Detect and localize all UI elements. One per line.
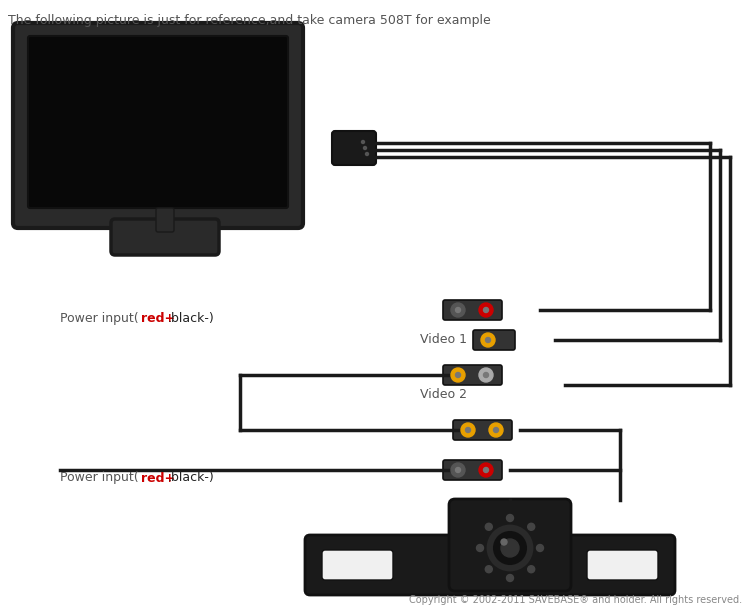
FancyBboxPatch shape [443, 460, 502, 480]
Circle shape [494, 532, 526, 564]
Circle shape [461, 423, 475, 437]
Text: .black-): .black-) [168, 472, 214, 485]
Circle shape [494, 427, 499, 432]
Circle shape [466, 427, 470, 432]
FancyBboxPatch shape [156, 208, 174, 232]
FancyBboxPatch shape [443, 365, 502, 385]
Circle shape [451, 303, 465, 317]
FancyBboxPatch shape [305, 535, 675, 595]
FancyBboxPatch shape [473, 330, 515, 350]
Text: Video 1: Video 1 [420, 333, 467, 346]
Text: red+: red+ [141, 472, 175, 485]
Circle shape [479, 463, 493, 477]
Text: Copyright © 2002-2011 SAVEBASE® and holder. All rights reserved.: Copyright © 2002-2011 SAVEBASE® and hold… [409, 595, 742, 605]
Text: .black-): .black-) [168, 312, 214, 325]
Circle shape [484, 467, 488, 472]
Text: The following picture is just for reference,and take camera 508T for example: The following picture is just for refere… [8, 14, 490, 27]
Circle shape [536, 544, 544, 552]
Circle shape [528, 566, 535, 573]
Circle shape [485, 523, 492, 530]
Circle shape [365, 153, 368, 156]
Circle shape [485, 338, 490, 343]
Circle shape [488, 526, 532, 570]
Circle shape [489, 423, 503, 437]
Circle shape [479, 303, 493, 317]
Text: red+: red+ [141, 312, 175, 325]
FancyBboxPatch shape [443, 300, 502, 320]
Text: Power input(: Power input( [60, 312, 139, 325]
Circle shape [484, 308, 488, 312]
FancyBboxPatch shape [28, 36, 288, 208]
Circle shape [451, 463, 465, 477]
FancyBboxPatch shape [13, 23, 303, 228]
Circle shape [451, 368, 465, 382]
Circle shape [501, 539, 507, 545]
Circle shape [501, 539, 519, 557]
Circle shape [485, 566, 492, 573]
Circle shape [362, 140, 364, 143]
Circle shape [455, 467, 460, 472]
Circle shape [506, 515, 514, 522]
Circle shape [476, 544, 484, 552]
FancyBboxPatch shape [587, 550, 658, 580]
Circle shape [364, 146, 367, 149]
Text: Power input(: Power input( [60, 472, 139, 485]
Circle shape [506, 574, 514, 582]
FancyBboxPatch shape [453, 420, 512, 440]
FancyBboxPatch shape [449, 499, 571, 591]
Circle shape [455, 373, 460, 378]
Text: Video 2: Video 2 [420, 388, 467, 401]
FancyBboxPatch shape [322, 550, 393, 580]
Circle shape [528, 523, 535, 530]
Circle shape [455, 308, 460, 312]
Circle shape [484, 373, 488, 378]
FancyBboxPatch shape [332, 131, 376, 165]
Circle shape [479, 368, 493, 382]
Circle shape [481, 333, 495, 347]
FancyBboxPatch shape [111, 219, 219, 255]
